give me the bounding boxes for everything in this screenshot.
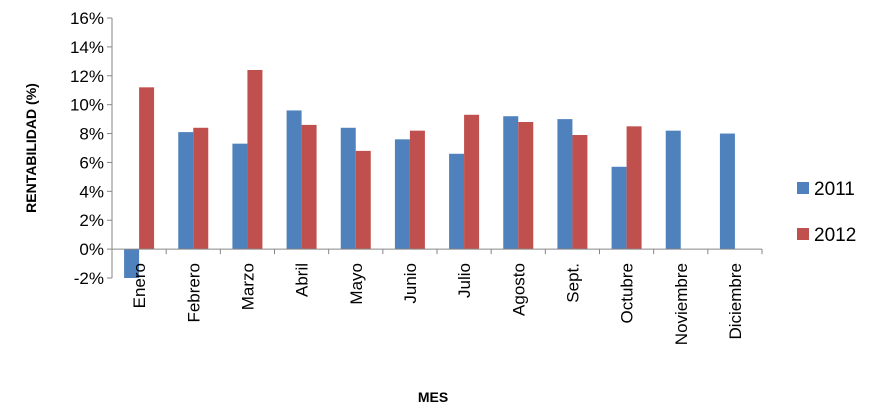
bar-2011-diciembre <box>719 133 735 250</box>
bar-2012-agosto <box>518 122 534 250</box>
x-tick-label: Mayo <box>347 263 366 305</box>
x-axis-title: MES <box>418 389 448 405</box>
x-tick-label: Febrero <box>184 263 203 323</box>
bar-2012-julio <box>464 114 480 250</box>
bar-2012-marzo <box>247 70 263 250</box>
y-tick-label: 16% <box>70 9 104 28</box>
x-tick-label: Noviembre <box>672 263 691 345</box>
bar-2012-abril <box>301 124 317 250</box>
bar-2012-sept <box>572 135 588 250</box>
y-tick-label: 6% <box>79 153 104 172</box>
x-tick-label: Octubre <box>618 263 637 323</box>
x-tick-label: Junio <box>401 263 420 304</box>
y-tick-label: 14% <box>70 38 104 57</box>
x-tick-label: Sept. <box>563 263 582 303</box>
bar-2012-mayo <box>355 150 371 250</box>
legend: 2011 2012 <box>797 179 856 246</box>
y-axis-ticks: -2% 0% 2% 4% 6% 8% 10% 12% 14% 16% <box>70 9 112 288</box>
legend-label-2011: 2011 <box>814 179 855 200</box>
legend-label-2012: 2012 <box>814 225 856 246</box>
x-tick-label: Diciembre <box>726 263 745 340</box>
bar-2011-agosto <box>503 116 519 250</box>
bar-2011-octubre <box>611 166 627 250</box>
bar-2011-julio <box>449 153 465 250</box>
bar-2011-marzo <box>232 143 248 250</box>
x-tick-label: Abril <box>293 263 312 297</box>
y-tick-label: 2% <box>79 211 104 230</box>
bar-2011-mayo <box>340 127 356 250</box>
x-tick-label: Julio <box>455 263 474 298</box>
bar-2011-enero <box>124 249 140 278</box>
axes <box>111 18 763 278</box>
bar-2011-junio <box>394 139 410 250</box>
bar-2012-febrero <box>193 127 209 250</box>
y-tick-label: 0% <box>79 240 104 259</box>
x-axis-ticks: Enero Febrero Marzo Abril Mayo Junio Julio Agos… <box>130 263 745 345</box>
y-tick-label: 8% <box>79 125 104 144</box>
bar-2011-abril <box>286 110 302 250</box>
y-axis-title: RENTABILIDAD (%) <box>23 83 39 213</box>
bar-2011-noviembre <box>665 130 681 250</box>
x-tick-label: Enero <box>130 263 149 308</box>
x-tick-label: Agosto <box>509 263 528 316</box>
y-tick-label: 10% <box>70 96 104 115</box>
bar-2011-sept <box>557 119 573 250</box>
y-tick-label: 12% <box>70 67 104 86</box>
bar-2012-junio <box>409 130 425 250</box>
bar-2011-febrero <box>178 132 194 250</box>
bar-2012-octubre <box>626 126 642 250</box>
x-tick-label: Marzo <box>238 263 257 310</box>
legend-swatch-2011 <box>797 182 809 194</box>
legend-swatch-2012 <box>797 228 809 240</box>
bars <box>124 70 735 278</box>
y-tick-label: 4% <box>79 182 104 201</box>
y-tick-label: -2% <box>74 269 104 288</box>
bar-2012-enero <box>139 87 155 250</box>
